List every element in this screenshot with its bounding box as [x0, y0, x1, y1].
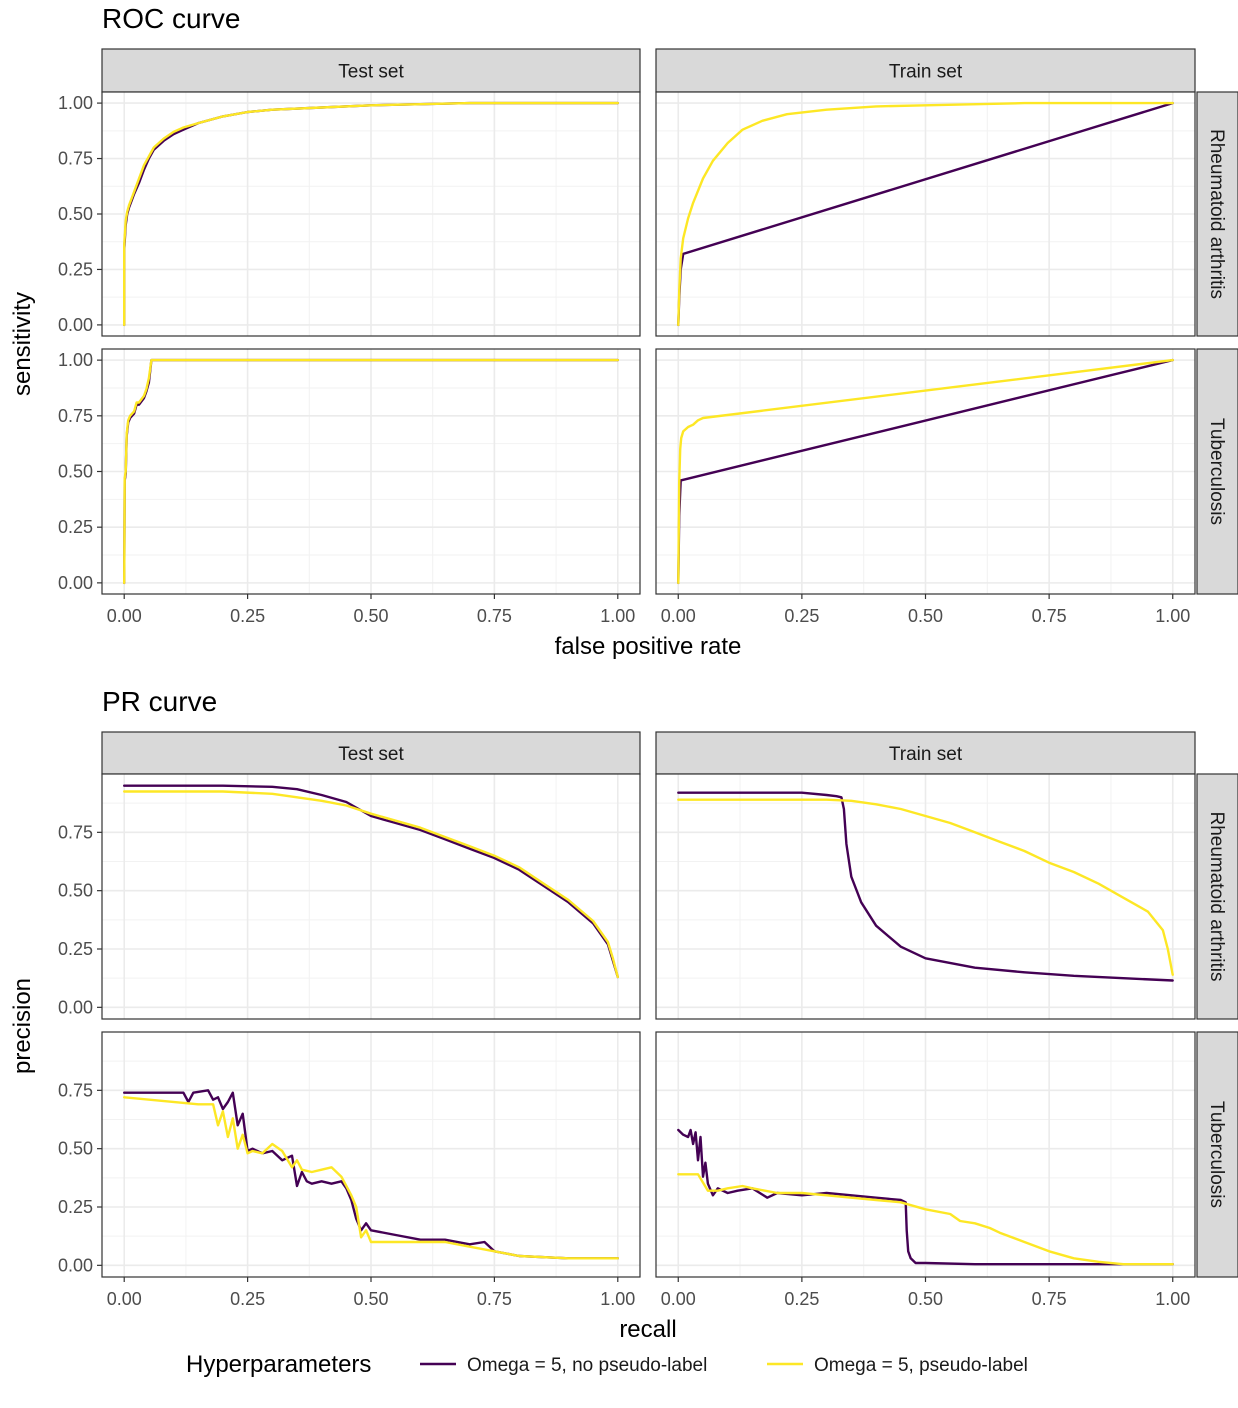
roc-curve-row-strip-label-rheumatoid-arthritis: Rheumatoid arthritis	[1206, 129, 1227, 299]
y-tick-label: 1.00	[58, 93, 93, 113]
x-tick-label: 0.00	[661, 1289, 696, 1309]
x-tick-label: 0.50	[908, 1289, 943, 1309]
roc-curve-row-strip-label-tuberculosis: Tuberculosis	[1206, 418, 1227, 525]
pr-curve-train-set-rheumatoid-arthritis-border	[655, 773, 1196, 1020]
pr-curve-train-set-tuberculosis-series-no-pseudo-label-line	[677, 1128, 1174, 1266]
x-tick-label: 1.00	[1155, 1289, 1190, 1309]
roc-curve-train-set-rheumatoid-arthritis-series-pseudo-label-line	[677, 101, 1174, 327]
x-tick-label: 0.50	[353, 1289, 388, 1309]
roc-curve-y-axis-title: sensitivity	[9, 292, 36, 396]
pr-curve-strip-test-set	[101, 731, 641, 775]
pr-curve-test-set-rheumatoid-arthritis-border	[101, 773, 641, 1020]
roc-curve-row-strip-rheumatoid-arthritis	[1196, 91, 1238, 337]
y-tick-label: 0.00	[58, 997, 93, 1017]
pr-curve-x-axis-title: recall	[619, 1316, 676, 1343]
y-tick-label: 0.25	[58, 259, 93, 279]
x-tick-label: 0.25	[784, 1289, 819, 1309]
pr-curve-test-set-tuberculosis-series-pseudo-label-line	[122, 1096, 619, 1260]
roc-curve-strip-label-train-set: Train set	[889, 62, 963, 83]
roc-curve-strip-label-test-set: Test set	[338, 62, 404, 83]
x-tick-label: 0.25	[784, 606, 819, 626]
pr-curve-row-strip-tuberculosis	[1196, 1031, 1238, 1278]
pr-curve-title: PR curve	[102, 686, 217, 717]
y-tick-label: 0.50	[58, 881, 93, 901]
pr-curve-strip-label-train-set: Train set	[889, 744, 963, 765]
pr-curve-test-set-tuberculosis-panel: 0.00 0.25 0.50 0.75 0.00 0.25 0.50 0.75 1.00	[58, 1031, 641, 1309]
y-tick-label: 0.25	[58, 939, 93, 959]
roc-curve-x-axis-title: false positive rate	[555, 633, 742, 660]
pr-curve-train-set-rheumatoid-arthritis-series-pseudo-label-line	[677, 798, 1174, 976]
x-tick-label: 0.75	[477, 606, 512, 626]
roc-curve-strip-test-set	[101, 48, 641, 93]
pr-curve-test-set-rheumatoid-arthritis-panel: 0.00 0.25 0.50 0.75	[58, 773, 641, 1020]
y-tick-label: 0.00	[58, 315, 93, 335]
roc-curve-train-set-rheumatoid-arthritis-panel	[655, 91, 1196, 337]
pr-curve-test-set-tuberculosis-series-no-pseudo-label-line	[122, 1089, 619, 1260]
y-tick-label: 0.00	[58, 1255, 93, 1275]
x-tick-label: 0.25	[230, 606, 265, 626]
pr-curve-y-axis-title: precision	[9, 978, 36, 1074]
pr-curve-row-strip-label-tuberculosis: Tuberculosis	[1206, 1101, 1227, 1208]
y-tick-label: 0.50	[58, 1139, 93, 1159]
plot-layer: ROC curve Test set Train set Rheumatoid art…	[9, 3, 1238, 1343]
legend: Hyperparameters Omega = 5, no pseudo-lab…	[186, 1351, 1028, 1378]
roc-curve-row-strip-tuberculosis	[1196, 348, 1238, 595]
pr-curve-train-set-tuberculosis-panel: 0.00 0.25 0.50 0.75 1.00	[655, 1031, 1196, 1309]
pr-curve-test-set-rheumatoid-arthritis-series-pseudo-label-line	[122, 790, 619, 979]
y-tick-label: 0.75	[58, 406, 93, 426]
pr-curve-strip-train-set	[655, 731, 1196, 775]
roc-curve-test-set-rheumatoid-arthritis-panel: 0.00 0.25 0.50 0.75 1.00	[58, 91, 641, 337]
pr-curve-strip-label-test-set: Test set	[338, 744, 404, 765]
y-tick-label: 0.00	[58, 573, 93, 593]
roc-curve-train-set-tuberculosis-panel: 0.00 0.25 0.50 0.75 1.00	[655, 348, 1196, 626]
x-tick-label: 0.00	[661, 606, 696, 626]
x-tick-label: 0.50	[908, 606, 943, 626]
x-tick-label: 0.75	[477, 1289, 512, 1309]
pr-curve-test-set-rheumatoid-arthritis-series-no-pseudo-label-line	[122, 784, 619, 979]
legend-label-no-pseudo-label: Omega = 5, no pseudo-label	[467, 1355, 707, 1376]
pr-curve-train-set-rheumatoid-arthritis-panel	[655, 773, 1196, 1020]
y-tick-label: 0.75	[58, 1080, 93, 1100]
pr-curve-row-strip-rheumatoid-arthritis	[1196, 773, 1238, 1020]
roc-curve-strip-train-set	[655, 48, 1196, 93]
x-tick-label: 1.00	[600, 1289, 635, 1309]
roc-curve-title: ROC curve	[102, 3, 240, 34]
x-tick-label: 0.50	[353, 606, 388, 626]
x-tick-label: 0.75	[1032, 606, 1067, 626]
y-tick-label: 0.25	[58, 517, 93, 537]
x-tick-label: 0.25	[230, 1289, 265, 1309]
y-tick-label: 0.50	[58, 462, 93, 482]
y-tick-label: 0.50	[58, 204, 93, 224]
roc-curve-test-set-tuberculosis-series-pseudo-label-line	[122, 358, 619, 585]
x-tick-label: 1.00	[1155, 606, 1190, 626]
x-tick-label: 0.00	[107, 606, 142, 626]
y-tick-label: 1.00	[58, 350, 93, 370]
x-tick-label: 0.00	[107, 1289, 142, 1309]
legend-label-pseudo-label: Omega = 5, pseudo-label	[814, 1355, 1028, 1376]
roc-curve-test-set-tuberculosis-panel: 0.00 0.25 0.50 0.75 1.00 0.00 0.25 0.50 0.75 1.00	[58, 348, 641, 626]
y-tick-label: 0.25	[58, 1197, 93, 1217]
x-tick-label: 1.00	[600, 606, 635, 626]
roc-curve-train-set-tuberculosis-series-pseudo-label-line	[677, 358, 1174, 585]
pr-curve-row-strip-label-rheumatoid-arthritis: Rheumatoid arthritis	[1206, 811, 1227, 981]
pr-curve-train-set-tuberculosis-series-pseudo-label-line	[677, 1173, 1174, 1266]
pr-curve-train-set-rheumatoid-arthritis-series-no-pseudo-label-line	[677, 791, 1174, 982]
y-tick-label: 0.75	[58, 149, 93, 169]
y-tick-label: 0.75	[58, 822, 93, 842]
roc-curve-test-set-rheumatoid-arthritis-series-pseudo-label-line	[122, 101, 619, 327]
roc-curve-train-set-rheumatoid-arthritis-border	[655, 91, 1196, 337]
legend-title: Hyperparameters	[186, 1351, 371, 1378]
x-tick-label: 0.75	[1032, 1289, 1067, 1309]
